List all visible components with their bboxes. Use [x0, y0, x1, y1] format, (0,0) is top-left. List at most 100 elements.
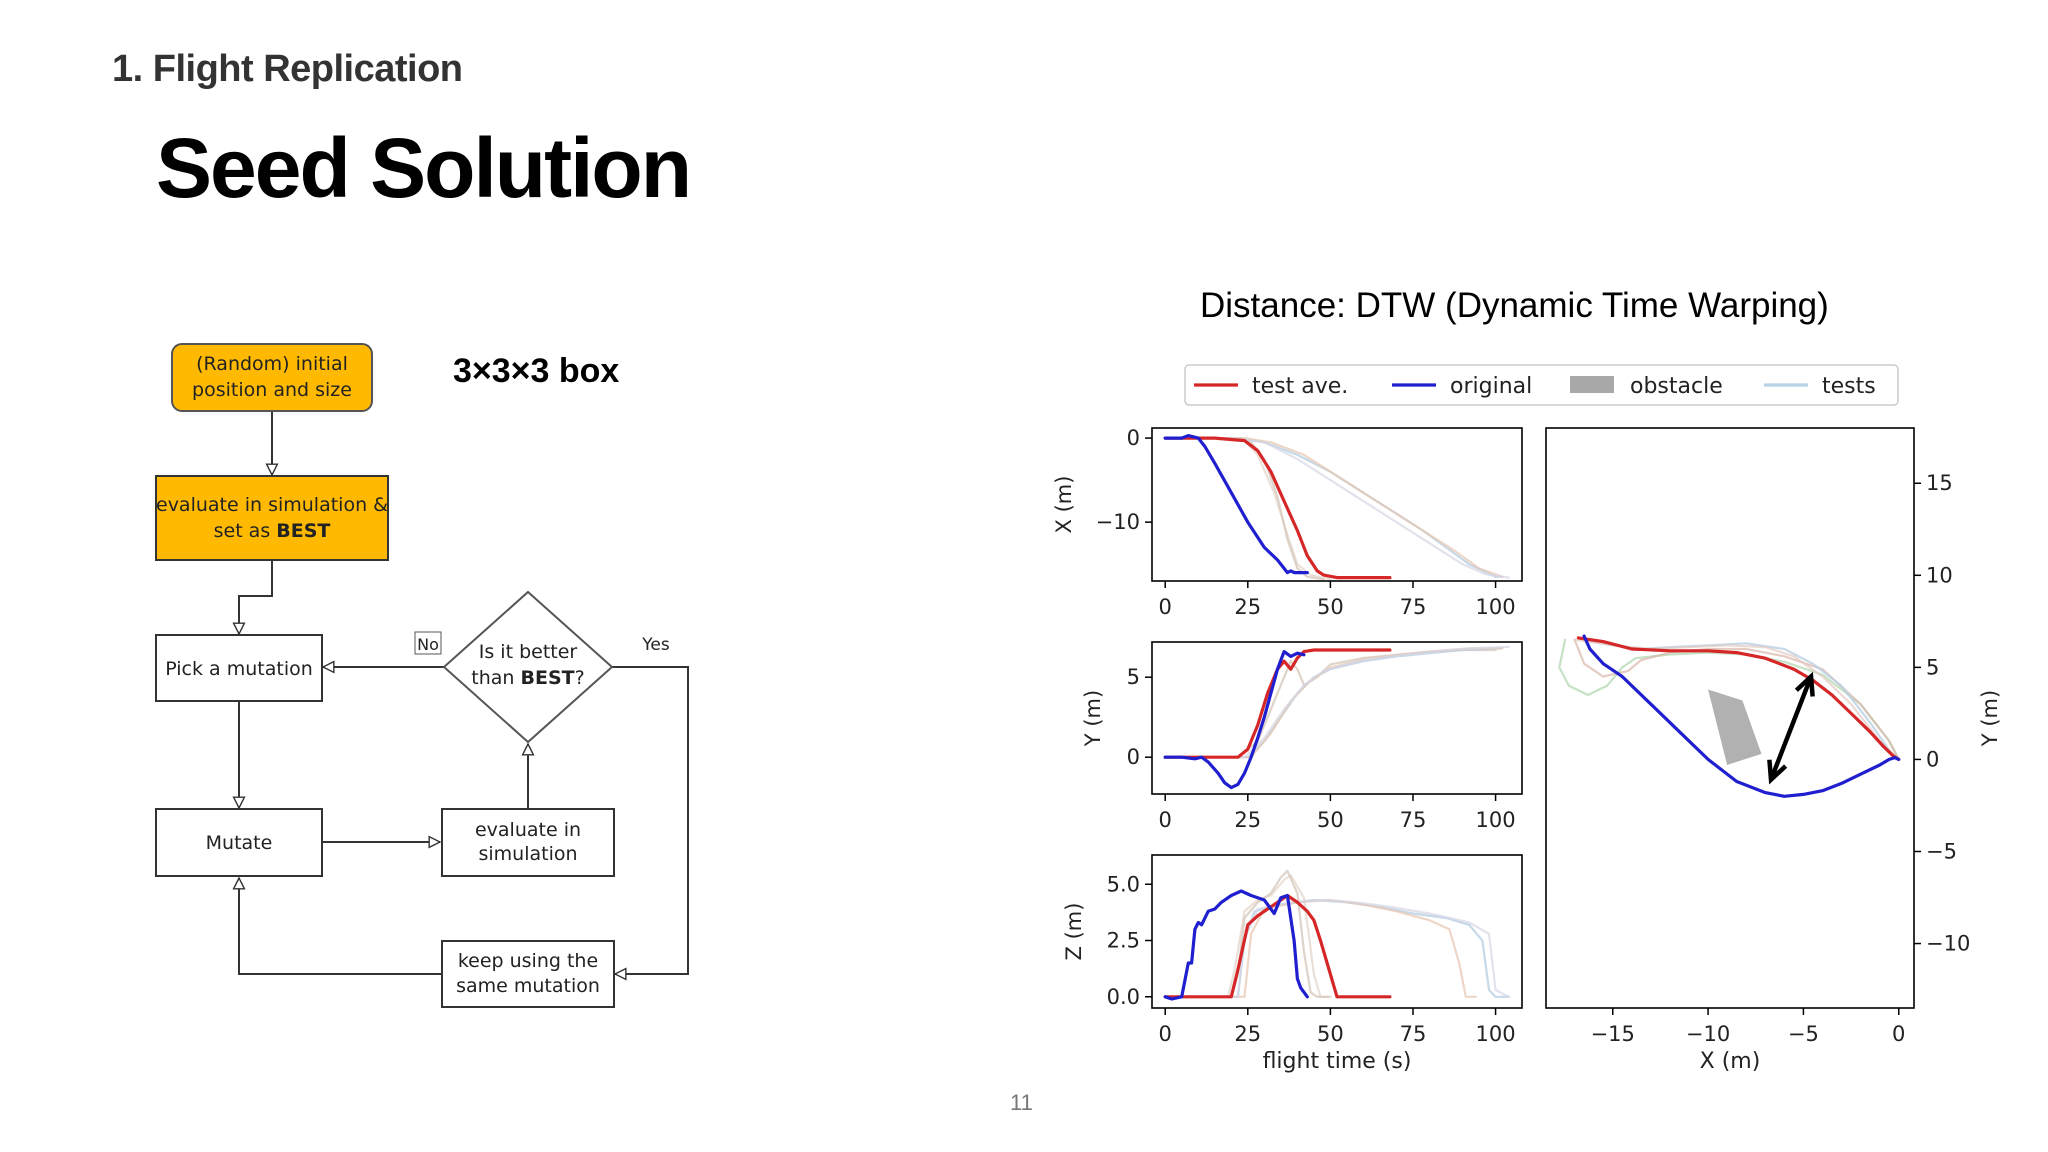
node-mutate: Mutate	[155, 808, 323, 877]
xtick-label-x-vs-time: 0	[1159, 595, 1172, 619]
xtick-label-xy-path: −5	[1788, 1022, 1819, 1046]
legend-label-original: original	[1450, 374, 1532, 399]
series-tests-z-vs-time-1	[1164, 874, 1329, 998]
ytick-label-z-vs-time: 2.5	[1107, 929, 1140, 953]
series-tests-z-vs-time-3	[1164, 898, 1477, 998]
axes-frame-xy-path	[1545, 427, 1915, 1009]
edge-label-no: No	[414, 631, 442, 655]
ytick-label-xy-path: 0	[1926, 747, 1939, 771]
legend-label-tests: tests	[1822, 374, 1876, 399]
xtick-label-z-vs-time: 25	[1234, 1022, 1261, 1046]
series-testave-xy-path-4	[1576, 636, 1901, 761]
legend-frame	[1184, 364, 1899, 406]
xtick-label-y-vs-time: 75	[1400, 808, 1427, 832]
xtick-label-y-vs-time: 100	[1476, 808, 1516, 832]
xtick-label-x-vs-time: 75	[1400, 595, 1427, 619]
xtick-label-z-vs-time: 100	[1476, 1022, 1516, 1046]
legend-swatch-obstacle	[1570, 376, 1614, 393]
annotation-arrow	[1768, 675, 1814, 781]
slide-title: Seed Solution	[156, 121, 692, 215]
node-decision-line2-suffix: ?	[575, 667, 585, 689]
ytick-label-xy-path: −5	[1926, 839, 1957, 863]
series-tests-x-vs-time-4	[1164, 437, 1510, 579]
edge-label-no-text: No	[417, 635, 439, 654]
node-decision-line2: than BEST?	[471, 667, 584, 689]
plot-area-z-vs-time	[1152, 855, 1522, 1008]
axes-frame-y-vs-time	[1151, 641, 1523, 795]
box-note: 3×3×3 box	[453, 352, 620, 390]
xtick-label-x-vs-time: 25	[1234, 595, 1261, 619]
node-eval-simulation-line1: evaluate in	[475, 819, 581, 841]
node-mutate-label: Mutate	[206, 832, 273, 854]
series-tests-y-vs-time-3	[1164, 645, 1510, 759]
ylabel-y-vs-time: Y (m)	[1081, 690, 1105, 747]
annotation-arrow-head-0	[1794, 671, 1815, 697]
ytick-label-z-vs-time: 0.0	[1107, 985, 1140, 1009]
annotation-arrow-head-1	[1767, 759, 1788, 785]
node-decision-line2-bold: BEST	[521, 667, 575, 689]
edge-decision-yes	[612, 666, 689, 974]
series-original-xy-path-5	[1582, 634, 1901, 798]
node-start-line1: (Random) initial	[196, 353, 348, 375]
panel-x-vs-time: 0 25 50 75 100 0 −10 X (m)	[1052, 426, 1523, 619]
node-keep-mutation: keep using the same mutation	[441, 940, 615, 1008]
series-tests-xy-path-1	[1573, 638, 1900, 761]
series-original-x-vs-time-6	[1163, 434, 1309, 575]
series-tests-x-vs-time-3	[1164, 437, 1504, 578]
node-eval-simulation: evaluate in simulation	[441, 808, 615, 877]
ytick-label-xy-path: 5	[1926, 655, 1939, 679]
legend-label-obstacle: obstacle	[1630, 374, 1723, 399]
node-keep-mutation-line2: same mutation	[456, 975, 600, 997]
edge-eval-to-pick	[239, 560, 273, 634]
chart-title: Distance: DTW (Dynamic Time Warping)	[1200, 286, 1829, 325]
page-number: 11	[1010, 1090, 1033, 1115]
xlabel-xy-path: X (m)	[1700, 1049, 1761, 1074]
series-testave-y-vs-time-4	[1163, 648, 1392, 759]
ylabel-z-vs-time: Z (m)	[1062, 903, 1086, 961]
ytick-label-y-vs-time: 0	[1127, 745, 1140, 769]
edge-label-yes: Yes	[641, 635, 670, 655]
node-eval-best: evaluate in simulation & set as BEST	[155, 475, 389, 561]
ytick-label-x-vs-time: −10	[1096, 510, 1140, 534]
ytick-label-x-vs-time: 0	[1127, 426, 1140, 450]
xtick-label-xy-path: −10	[1686, 1022, 1730, 1046]
axes-frame-z-vs-time	[1151, 854, 1523, 1009]
ytick-label-z-vs-time: 5.0	[1107, 872, 1140, 896]
series-testave-x-vs-time-5	[1163, 436, 1392, 580]
axes-frame-x-vs-time	[1151, 427, 1523, 582]
node-eval-simulation-line2: simulation	[478, 843, 577, 865]
xlabel-z-vs-time: flight time (s)	[1263, 1049, 1412, 1074]
node-decision-line2-prefix: than	[471, 667, 520, 689]
node-eval-best-line2-prefix: set as	[214, 520, 277, 542]
node-decision: Is it better than BEST?	[442, 590, 614, 744]
ytick-label-xy-path: 15	[1926, 471, 1953, 495]
ylabel-x-vs-time: X (m)	[1052, 476, 1076, 534]
node-pick-mutation-label: Pick a mutation	[165, 658, 313, 680]
series-original-z-vs-time-6	[1163, 889, 1309, 1001]
ytick-label-xy-path: 10	[1926, 563, 1953, 587]
chart-legend: test ave. original obstacle tests	[1184, 364, 1899, 406]
node-eval-best-line2-bold: BEST	[276, 520, 330, 542]
xtick-label-xy-path: 0	[1892, 1022, 1905, 1046]
xtick-label-x-vs-time: 50	[1317, 595, 1344, 619]
xtick-label-z-vs-time: 50	[1317, 1022, 1344, 1046]
edge-keep-to-mutate	[239, 878, 442, 975]
panel-xy-path: −15 −10 −5 0 15 10 5 0 −5 −10 Y (m) X (m)	[1545, 427, 2002, 1074]
section-label: 1. Flight Replication	[112, 48, 463, 90]
ytick-label-y-vs-time: 5	[1127, 665, 1140, 689]
xtick-label-x-vs-time: 100	[1476, 595, 1516, 619]
xtick-label-z-vs-time: 75	[1400, 1022, 1427, 1046]
node-eval-best-line1: evaluate in simulation &	[156, 494, 388, 516]
ylabel-xy-path: Y (m)	[1978, 690, 2002, 747]
node-start-line2: position and size	[192, 379, 352, 401]
xtick-label-y-vs-time: 50	[1317, 808, 1344, 832]
panel-z-vs-time: 0 25 50 75 100 5.0 2.5 0.0 Z (m) flight time (s)	[1062, 854, 1523, 1074]
ytick-label-xy-path: −10	[1926, 932, 1970, 956]
plot-area-y-vs-time	[1152, 642, 1522, 794]
node-start: (Random) initial position and size	[171, 343, 373, 412]
xtick-label-y-vs-time: 25	[1234, 808, 1261, 832]
node-eval-best-line2: set as BEST	[214, 520, 331, 542]
series-original-y-vs-time-5	[1163, 650, 1306, 790]
